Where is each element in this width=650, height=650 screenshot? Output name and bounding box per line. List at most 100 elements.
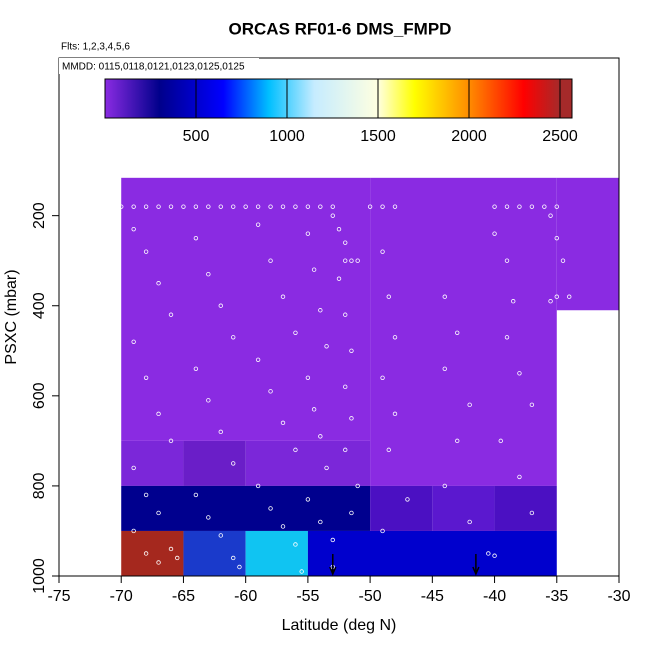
colorbar-tick-label: 2500 [542,128,578,145]
scatter-point [560,258,566,263]
scatter-point [380,375,385,381]
scatter-point [218,303,223,308]
heatmap-cell [121,485,371,531]
scatter-point [305,497,311,502]
scatter-point [168,438,174,444]
scatter-point [442,366,447,371]
scatter-point [168,312,174,317]
y-axis-label: PSXC (mbar) [3,269,20,364]
scatter-point [156,411,161,417]
scatter-point [392,411,398,417]
heatmap-cell [370,177,557,486]
scatter-point [206,272,211,277]
scatter-point [343,240,348,245]
scatter-point [131,528,136,534]
y-tick-label: 1000 [31,558,48,594]
scatter-point [330,537,335,543]
heatmap-cell [121,530,184,576]
colorbar-tick-label: 1500 [360,128,396,145]
scatter-point [355,258,360,263]
scatter-point [255,222,261,227]
scatter-point [231,461,236,466]
chart-title: ORCAS RF01-6 DMS_FMPD [229,19,452,38]
scatter-point [504,335,510,340]
scatter-point [305,204,311,209]
scatter-point [311,267,317,272]
plot-frame [58,57,620,577]
scatter-point [492,231,497,236]
scatter-point [280,294,286,299]
scatter-point [467,402,472,408]
y-tick-label: 400 [31,292,48,319]
scatter-point [299,569,304,574]
x-tick-label: -45 [421,588,444,605]
scatter-point [280,524,286,529]
scatter-point [548,299,553,304]
scatter-point [405,497,410,502]
x-tick-label: -40 [483,588,506,605]
heatmap-cell [183,530,246,576]
scatter-point [511,299,516,304]
annotation-box [59,58,259,74]
scatter-point [455,438,460,444]
scatter-point [255,204,261,209]
heatmap-cell [556,177,619,311]
scatter-point [349,510,354,516]
scatter-point [349,348,354,353]
scatter-point [293,447,298,453]
y-tick-label: 800 [31,472,48,499]
scatter-point [349,416,354,421]
scatter-point [380,249,385,254]
x-tick-label: -60 [234,588,257,605]
scatter-point [367,204,373,209]
y-tick-label: 600 [31,382,48,409]
scatter-point [131,339,136,344]
x-tick-label: -70 [110,588,133,605]
scatter-point [168,546,174,552]
scatter-point [175,555,180,561]
scatter-point [343,447,348,453]
scatter-point [355,483,360,489]
x-tick-label: -30 [607,588,630,605]
scatter-point [131,204,136,209]
scatter-point [336,276,342,281]
scatter-point [268,258,273,263]
subtitle: Flts: 1,2,3,4,5,6 [61,42,130,53]
scatter-point [231,555,236,561]
scatter-point [255,357,261,362]
scatter-point [305,375,311,381]
scatter-point [330,213,335,218]
scatter-point [280,204,286,209]
scatter-point [529,204,535,209]
scatter-point [193,492,199,498]
heatmap-cell [121,177,371,441]
scatter-point [143,375,149,381]
scatter-point [255,483,261,489]
scatter-point [293,330,298,335]
scatter-point [492,204,497,209]
scatter-point [280,420,286,426]
x-axis-label: Latitude (deg N) [282,617,397,634]
scatter-point [392,335,398,340]
scatter-point [318,308,323,313]
scatter-point [349,258,354,263]
heatmap-cell [432,485,495,531]
scatter-point [455,330,460,335]
scatter-point [193,235,199,241]
scatter-point [131,465,136,471]
scatter-point [143,492,149,498]
scatter-point [305,231,311,236]
scatter-point [156,281,161,286]
scatter-point [156,510,161,516]
scatter-point [231,335,236,340]
scatter-point [442,483,447,489]
scatter-point [143,551,149,556]
scatter-point [504,204,510,209]
scatter-point [181,204,186,209]
scatter-point [156,560,161,565]
scatter-point [143,204,149,209]
scatter-point [218,204,223,209]
scatter-point [554,204,559,209]
scatter-point [330,204,335,209]
scatter-point [268,204,273,209]
